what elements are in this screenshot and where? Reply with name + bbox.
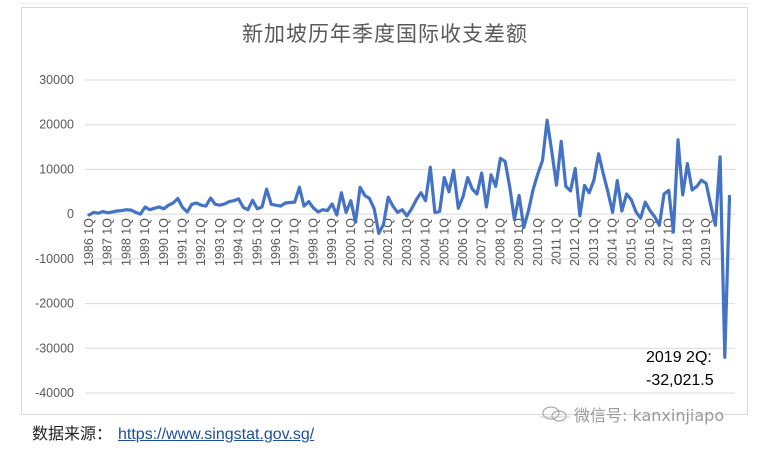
x-tick-label: 2012 1Q <box>568 218 582 266</box>
x-tick-label: 2002 1Q <box>381 218 395 266</box>
x-tick-label: 2009 1Q <box>512 218 526 266</box>
top-divider <box>20 3 750 4</box>
x-tick-label: 1995 1Q <box>250 218 264 266</box>
y-tick-label: -30000 <box>35 341 74 355</box>
x-tick-label: 1990 1Q <box>157 218 171 266</box>
annotation-period: 2019 2Q: <box>646 349 712 366</box>
chart-title: 新加坡历年季度国际收支差额 <box>242 22 528 46</box>
source-link[interactable]: https://www.singstat.gov.sg/ <box>118 426 315 443</box>
x-tick-label: 2010 1Q <box>531 218 545 266</box>
annotation-value: -32,021.5 <box>646 372 714 389</box>
source-label: 数据来源： <box>32 424 113 443</box>
x-tick-label: 2016 1Q <box>643 218 657 266</box>
x-tick-label: 1988 1Q <box>119 218 133 266</box>
watermark-text: 微信号: kanxinjiapo <box>574 406 725 425</box>
x-tick-label: 1996 1Q <box>269 218 283 266</box>
x-axis-labels: 1986 1Q 1987 1Q 1988 1Q 1989 1Q 1990 1Q 1991 … <box>82 218 713 266</box>
x-tick-label: 2014 1Q <box>606 218 620 266</box>
x-tick-label: 1998 1Q <box>306 218 320 266</box>
x-tick-label: 2006 1Q <box>456 218 470 266</box>
gridlines <box>85 79 735 394</box>
y-axis-labels: 30000 20000 10000 0 -10000 -20000 -30000 -40000 <box>35 73 74 400</box>
y-tick-label: 10000 <box>39 162 74 176</box>
watermark: 微信号: kanxinjiapo <box>540 402 724 426</box>
x-tick-label: 1994 1Q <box>232 218 246 266</box>
x-tick-label: 1986 1Q <box>82 218 96 266</box>
y-tick-label: 30000 <box>39 73 74 87</box>
y-tick-label: 0 <box>67 207 74 221</box>
x-tick-label: 2007 1Q <box>475 218 489 266</box>
y-tick-label: -40000 <box>35 386 74 400</box>
x-tick-label: 1991 1Q <box>176 218 190 266</box>
x-tick-label: 2018 1Q <box>680 218 694 266</box>
wechat-icon <box>540 406 570 422</box>
x-tick-label: 1993 1Q <box>213 218 227 266</box>
x-tick-label: 2000 1Q <box>344 218 358 266</box>
balance-series-line <box>87 118 732 359</box>
x-tick-label: 2011 1Q <box>550 218 564 265</box>
x-tick-label: 1999 1Q <box>325 218 339 266</box>
x-tick-label: 2008 1Q <box>493 218 507 266</box>
x-tick-label: 2004 1Q <box>419 218 433 266</box>
y-tick-label: -10000 <box>35 252 74 266</box>
x-tick-label: 2001 1Q <box>363 218 377 266</box>
x-tick-label: 1987 1Q <box>101 218 115 266</box>
x-tick-label: 2019 1Q <box>699 218 713 266</box>
x-tick-label: 1989 1Q <box>138 218 152 266</box>
x-tick-label: 1997 1Q <box>288 218 302 266</box>
x-tick-label: 2005 1Q <box>437 218 451 266</box>
data-source: 数据来源： https://www.singstat.gov.sg/ <box>32 420 314 444</box>
x-tick-label: 2013 1Q <box>587 218 601 266</box>
x-tick-label: 2003 1Q <box>400 218 414 266</box>
data-annotation: 2019 2Q: -32,021.5 <box>646 346 714 392</box>
x-tick-label: 1992 1Q <box>194 218 208 266</box>
y-tick-label: 20000 <box>39 118 74 132</box>
x-tick-label: 2015 1Q <box>624 218 638 266</box>
y-tick-label: -20000 <box>35 297 74 311</box>
